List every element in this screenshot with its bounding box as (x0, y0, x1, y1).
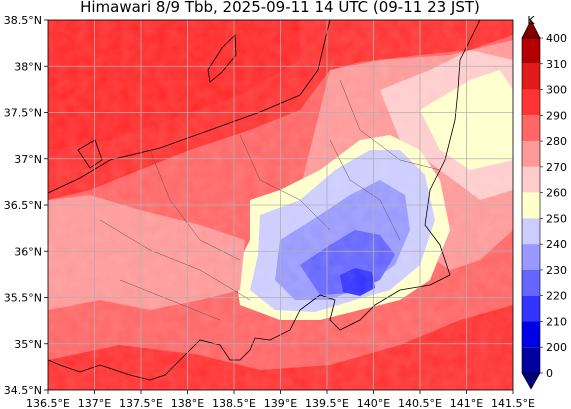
y-tick-label: 34.5°N (4, 384, 42, 397)
colorbar-unit: K (527, 14, 535, 27)
colorbar-label: 270 (546, 161, 567, 174)
x-tick-label: 138.5°E (212, 397, 256, 409)
x-tick-label: 136.5°E (26, 397, 70, 409)
y-tick-label: 37°N (14, 153, 42, 166)
x-tick-label: 137.5°E (119, 397, 163, 409)
x-tick-label: 139.5°E (305, 397, 349, 409)
prefecture-border-lines (99, 79, 441, 321)
colorbar-frame (521, 37, 541, 374)
x-tick-label: 139°E (264, 397, 297, 409)
colorbar-segment (522, 89, 540, 116)
x-tick-labels: 136.5°E 137°E 137.5°E 138°E 138.5°E 139°E 139.… (26, 390, 535, 409)
colorbar-label: 220 (546, 290, 567, 303)
colorbar-segment (522, 141, 540, 167)
colorbar-label: 0 (546, 367, 553, 380)
y-tick-labels: 38.5°N 38°N 37.5°N 37°N 36.5°N 36°N 35.5°N 35°N… (4, 14, 48, 397)
colorbar-label: 230 (546, 264, 567, 277)
colorbar-segment (522, 218, 540, 245)
graticule (48, 20, 513, 390)
colorbar-label: 280 (546, 135, 567, 148)
colorbar-segment (522, 321, 540, 348)
colorbar-segment (522, 115, 540, 142)
colorbar-segment (522, 347, 540, 373)
colorbar-extend-min (521, 372, 541, 390)
colorbar-segment (522, 269, 540, 296)
colorbar-label: 310 (546, 58, 567, 71)
y-tick-label: 37.5°N (4, 107, 42, 120)
x-tick-label: 141.5°E (491, 397, 535, 409)
colorbar-label: 200 (546, 341, 567, 354)
x-tick-label: 140.5°E (398, 397, 442, 409)
figure-title: Himawari 8/9 Tbb, 2025-09-11 14 UTC (09-… (80, 0, 480, 16)
y-tick-label: 36°N (14, 245, 42, 258)
y-tick-label: 38°N (14, 60, 42, 73)
x-tick-label: 138°E (171, 397, 204, 409)
y-tick-label: 38.5°N (4, 14, 42, 27)
colorbar: 400 310 300 290 280 270 260 250 240 230 220 210 200 0 (521, 19, 567, 390)
x-tick-label: 141°E (450, 397, 483, 409)
y-tick-label: 35.5°N (4, 292, 42, 305)
y-tick-label: 36.5°N (4, 199, 42, 212)
colorbar-label: 210 (546, 315, 567, 328)
colorbar-segment (522, 244, 540, 270)
colorbar-segment (522, 63, 540, 90)
colorbar-segment (522, 166, 540, 193)
colorbar-label: 260 (546, 187, 567, 200)
y-tick-label: 35°N (14, 338, 42, 351)
colorbar-label: 300 (546, 84, 567, 97)
colorbar-label: 250 (546, 212, 567, 225)
colorbar-label: 240 (546, 238, 567, 251)
colorbar-segment (522, 295, 540, 322)
x-tick-label: 140°E (357, 397, 390, 409)
x-tick-label: 137°E (78, 397, 111, 409)
coastline-lines (48, 20, 481, 381)
colorbar-label: 400 (546, 32, 567, 45)
colorbar-label: 290 (546, 109, 567, 122)
colorbar-segment (522, 192, 540, 219)
colorbar-segment (522, 38, 540, 64)
